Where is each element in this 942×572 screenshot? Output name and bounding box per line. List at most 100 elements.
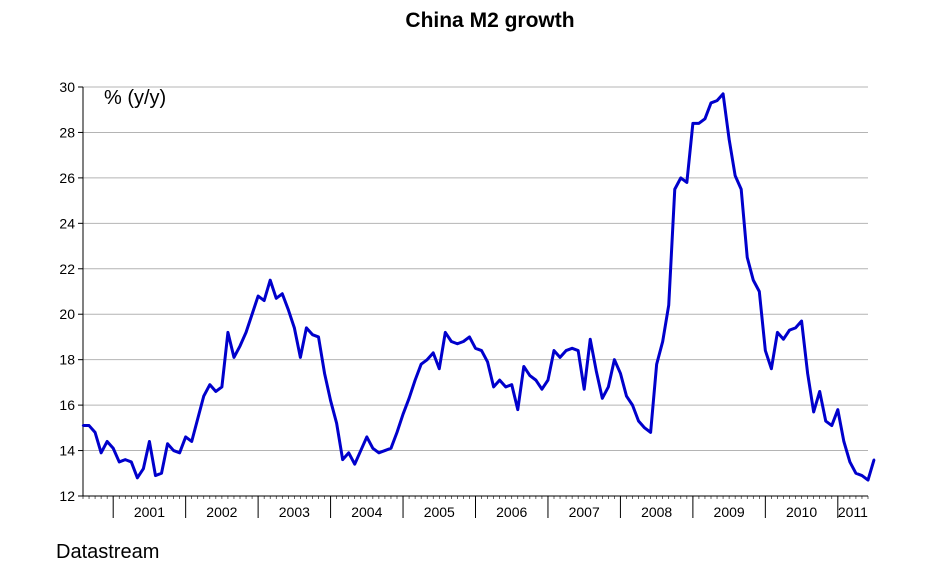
data-point (462, 340, 465, 343)
data-point (238, 344, 242, 348)
data-point (99, 451, 103, 455)
y-tick-label: 20 (59, 306, 75, 322)
data-point (395, 431, 399, 434)
data-point (401, 413, 405, 416)
data-point (770, 367, 773, 370)
data-point (667, 303, 670, 307)
y-tick-label: 24 (59, 215, 75, 231)
data-point (444, 331, 447, 334)
data-point (287, 308, 290, 311)
data-point (281, 292, 284, 295)
data-point (353, 462, 356, 466)
x-year-label: 2002 (206, 504, 237, 520)
y-tick-label: 22 (59, 261, 75, 277)
data-point (81, 424, 85, 427)
data-point (486, 360, 489, 364)
data-point (124, 458, 127, 461)
data-point (438, 367, 441, 370)
data-point (697, 122, 701, 125)
data-point (425, 358, 429, 361)
data-point (709, 101, 713, 105)
x-year-label: 2011 (838, 504, 868, 520)
data-point (105, 440, 109, 443)
data-point (522, 365, 526, 368)
data-point (812, 410, 815, 414)
data-point (311, 333, 314, 336)
data-point (806, 372, 809, 375)
data-point (836, 408, 840, 411)
x-year-label: 2007 (569, 504, 600, 520)
data-point (389, 447, 393, 450)
data-points (81, 92, 876, 482)
data-point (480, 349, 483, 352)
data-point (510, 383, 513, 386)
data-point (305, 326, 308, 330)
data-point (178, 451, 181, 455)
data-point (589, 338, 592, 341)
data-point (818, 390, 821, 393)
source-label: Datastream (56, 541, 159, 563)
data-point (111, 447, 115, 450)
data-point (202, 394, 205, 398)
y-tick-label: 18 (59, 352, 75, 368)
data-point (262, 299, 266, 302)
data-point (552, 349, 556, 352)
gridlines (83, 86, 868, 452)
data-point (830, 424, 833, 427)
data-point (220, 385, 224, 389)
data-point (643, 426, 646, 430)
unit-label: % (y/y) (104, 87, 166, 109)
data-point (649, 431, 652, 434)
data-point (432, 351, 435, 355)
data-point (474, 347, 477, 350)
data-point (528, 374, 532, 377)
data-point (576, 349, 580, 352)
data-point (148, 440, 151, 443)
data-point (776, 331, 779, 334)
data-point (595, 369, 598, 373)
data-point (727, 138, 731, 141)
data-point (190, 440, 193, 443)
x-year-label: 2010 (786, 504, 817, 520)
data-point (558, 356, 562, 359)
data-point (419, 363, 423, 366)
data-point (256, 294, 260, 298)
data-point (764, 349, 767, 352)
data-point (407, 397, 411, 400)
y-tick-label: 12 (59, 488, 75, 504)
data-point (359, 449, 362, 452)
data-point (613, 358, 616, 361)
data-point (739, 188, 743, 191)
data-point (758, 290, 761, 293)
data-point (226, 331, 230, 334)
data-point (655, 363, 658, 366)
x-year-label: 2003 (279, 504, 310, 520)
x-year-label: 2005 (424, 504, 455, 520)
data-point (413, 378, 417, 382)
data-point (516, 408, 519, 411)
data-point (130, 460, 133, 464)
data-point (619, 372, 622, 375)
data-point (866, 478, 870, 482)
data-point (685, 181, 689, 184)
data-point (365, 435, 369, 439)
data-point (172, 449, 175, 452)
data-point (268, 278, 272, 282)
data-point (184, 435, 187, 439)
data-point (196, 417, 199, 420)
data-point (118, 460, 121, 464)
data-point (166, 442, 169, 445)
data-point (824, 419, 827, 423)
data-point (637, 419, 640, 423)
series-line (83, 92, 876, 482)
data-point (299, 356, 302, 359)
data-point (794, 326, 797, 330)
data-point (746, 256, 749, 259)
data-point (673, 188, 676, 191)
x-year-label: 2004 (351, 504, 382, 520)
data-point (154, 474, 157, 477)
data-point (341, 458, 344, 461)
data-point (848, 460, 852, 464)
y-tick-label: 28 (59, 124, 75, 140)
